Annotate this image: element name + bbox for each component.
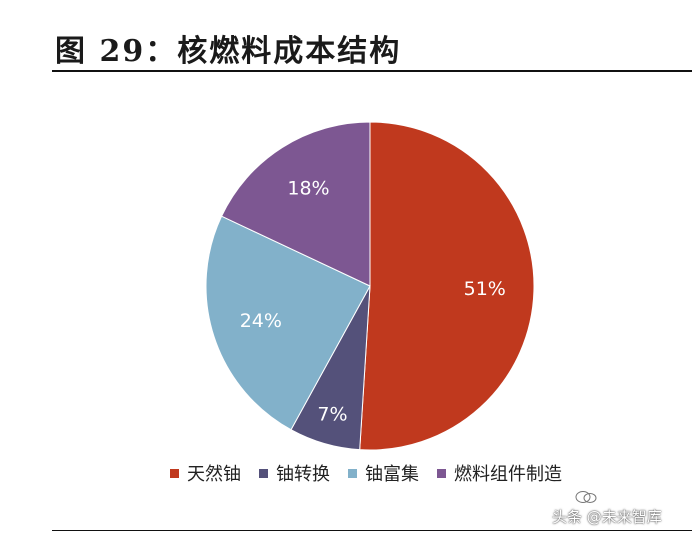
- legend: 天然铀 铀转换 铀富集 燃料组件制造: [170, 460, 562, 486]
- legend-swatch: [259, 468, 268, 478]
- wechat-icon: [575, 491, 597, 503]
- legend-item-fuel-assembly: 燃料组件制造: [437, 460, 562, 486]
- legend-swatch: [170, 468, 179, 478]
- pie-slice-label: 24%: [240, 310, 282, 332]
- pie-slice: [359, 121, 535, 451]
- pie-slice-label: 51%: [464, 278, 506, 300]
- legend-swatch: [348, 468, 357, 478]
- bottom-rule: [52, 530, 692, 531]
- legend-swatch: [437, 468, 446, 478]
- legend-label: 铀富集: [365, 464, 419, 485]
- legend-item-uranium-enrichment: 铀富集: [348, 460, 419, 486]
- pie-slice-label: 7%: [317, 404, 347, 426]
- legend-item-uranium-conversion: 铀转换: [259, 460, 330, 486]
- pie-slice: [205, 215, 371, 431]
- pie-slice: [220, 121, 371, 287]
- watermark-text: 头条 @未来智库: [552, 508, 662, 526]
- figure-title: 图 29：核燃料成本结构: [55, 34, 402, 69]
- legend-label: 天然铀: [187, 464, 241, 485]
- legend-label: 铀转换: [276, 464, 330, 485]
- legend-item-natural-uranium: 天然铀: [170, 460, 241, 486]
- title-underline: [52, 70, 692, 72]
- watermark: 头条 @未来智库: [552, 506, 662, 527]
- pie-slice-label: 18%: [287, 178, 329, 200]
- legend-label: 燃料组件制造: [454, 464, 562, 485]
